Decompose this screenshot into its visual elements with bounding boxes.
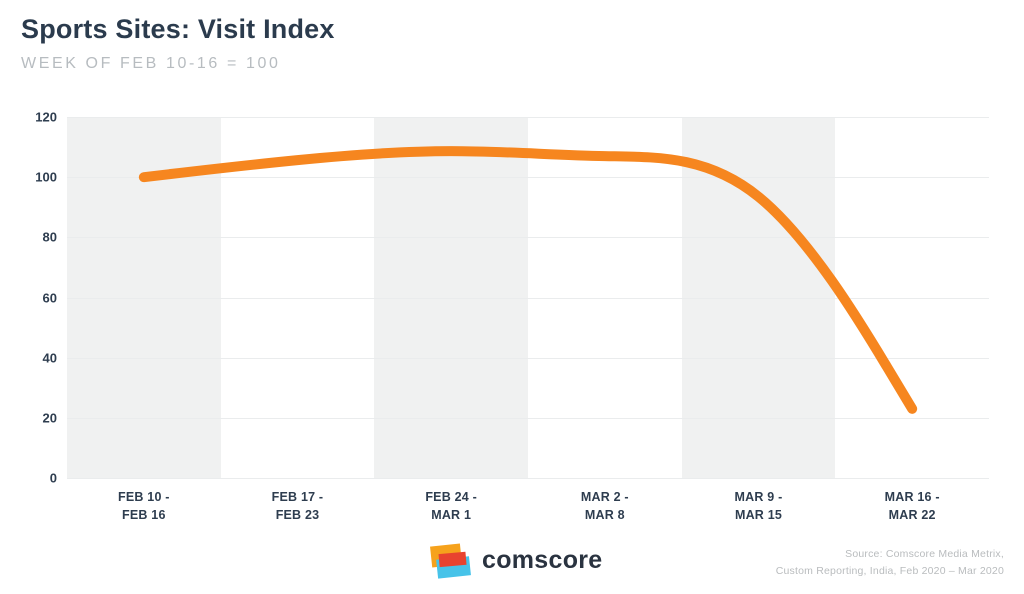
comscore-logo: comscore — [430, 541, 603, 580]
plot-area — [67, 117, 989, 479]
x-tick-label-5: MAR 16 - MAR 22 — [884, 490, 940, 522]
gridline-0 — [67, 478, 989, 479]
gridline-100 — [67, 177, 989, 179]
y-tick-label-80: 80 — [42, 229, 57, 245]
y-tick-label-60: 60 — [42, 290, 57, 305]
trend-line — [138, 146, 918, 414]
source-line-2: Custom Reporting, India, Feb 2020 – Mar … — [775, 564, 1004, 577]
gridline-60 — [67, 297, 989, 299]
source-line-1: Source: Comscore Media Metrix, — [845, 548, 1004, 560]
x-tick-label-1: FEB 17 - FEB 23 — [271, 490, 324, 522]
y-tick-label-100: 100 — [35, 169, 57, 185]
x-tick-label-4: MAR 9 - MAR 15 — [734, 490, 783, 522]
chart-subtitle: WEEK OF FEB 10-16 = 100 — [21, 55, 281, 72]
logo-red-rect — [438, 551, 467, 568]
y-tick-label-40: 40 — [42, 350, 57, 366]
gridline-40 — [67, 357, 989, 359]
gridline-80 — [67, 237, 989, 239]
y-tick-label-0: 0 — [49, 470, 57, 486]
y-tick-label-20: 20 — [42, 410, 57, 426]
x-tick-label-2: FEB 24 - MAR 1 — [425, 490, 477, 522]
chart-title: Sports Sites: Visit Index — [21, 14, 335, 44]
chart-header: Sports Sites: Visit Index WEEK OF FEB 10… — [21, 14, 335, 73]
visit-index-line — [138, 146, 918, 414]
y-tick-label-120: 120 — [35, 109, 57, 125]
comscore-logo-icon — [430, 543, 471, 579]
source-note: Source: Comscore Media Metrix, Custom Re… — [776, 546, 1004, 580]
gridline-120 — [67, 117, 989, 118]
comscore-logo-text: comscore — [482, 546, 603, 574]
x-tick-label-3: MAR 2 - MAR 8 — [580, 490, 629, 522]
x-tick-label-0: FEB 10 - FEB 16 — [118, 490, 170, 522]
gridline-20 — [67, 417, 989, 419]
